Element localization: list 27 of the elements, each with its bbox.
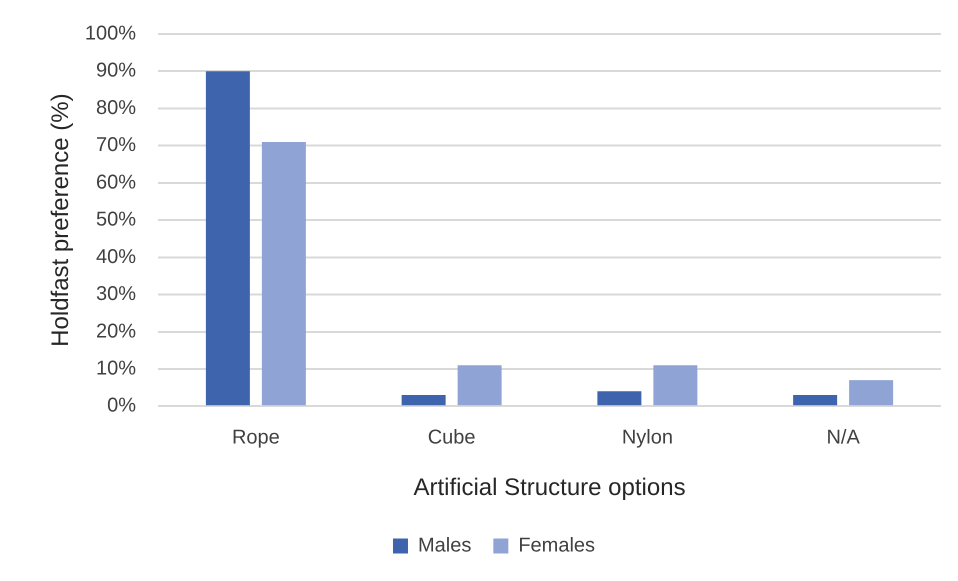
legend-label: Females bbox=[518, 534, 596, 557]
x-tick-label: N/A bbox=[826, 426, 860, 449]
y-axis-title: Holdfast preference (%) bbox=[47, 93, 74, 347]
y-tick-label: 20% bbox=[96, 320, 136, 342]
bar bbox=[849, 380, 894, 406]
y-tick-label: 70% bbox=[96, 134, 136, 156]
bar bbox=[262, 142, 306, 406]
x-tick-label: Rope bbox=[232, 426, 280, 449]
y-tick-label: 40% bbox=[96, 246, 136, 268]
bar bbox=[597, 391, 642, 406]
y-tick-label: 10% bbox=[96, 357, 136, 380]
x-tick-label: Nylon bbox=[622, 426, 673, 449]
y-tick-label: 90% bbox=[96, 60, 136, 82]
bar bbox=[653, 365, 698, 406]
x-tick-label: Cube bbox=[428, 426, 476, 449]
legend-label: Males bbox=[418, 534, 472, 557]
y-tick-label: 0% bbox=[107, 394, 136, 417]
y-tick-label: 50% bbox=[96, 208, 136, 231]
y-tick-label: 30% bbox=[96, 283, 136, 306]
y-tick-label: 100% bbox=[84, 22, 136, 45]
bar bbox=[206, 71, 250, 406]
bar bbox=[458, 365, 502, 406]
y-tick-label: 60% bbox=[96, 171, 136, 194]
bar bbox=[402, 395, 446, 406]
y-tick-label: 80% bbox=[96, 96, 136, 119]
x-axis-title: Artificial Structure options bbox=[413, 474, 686, 502]
bar bbox=[793, 395, 838, 406]
